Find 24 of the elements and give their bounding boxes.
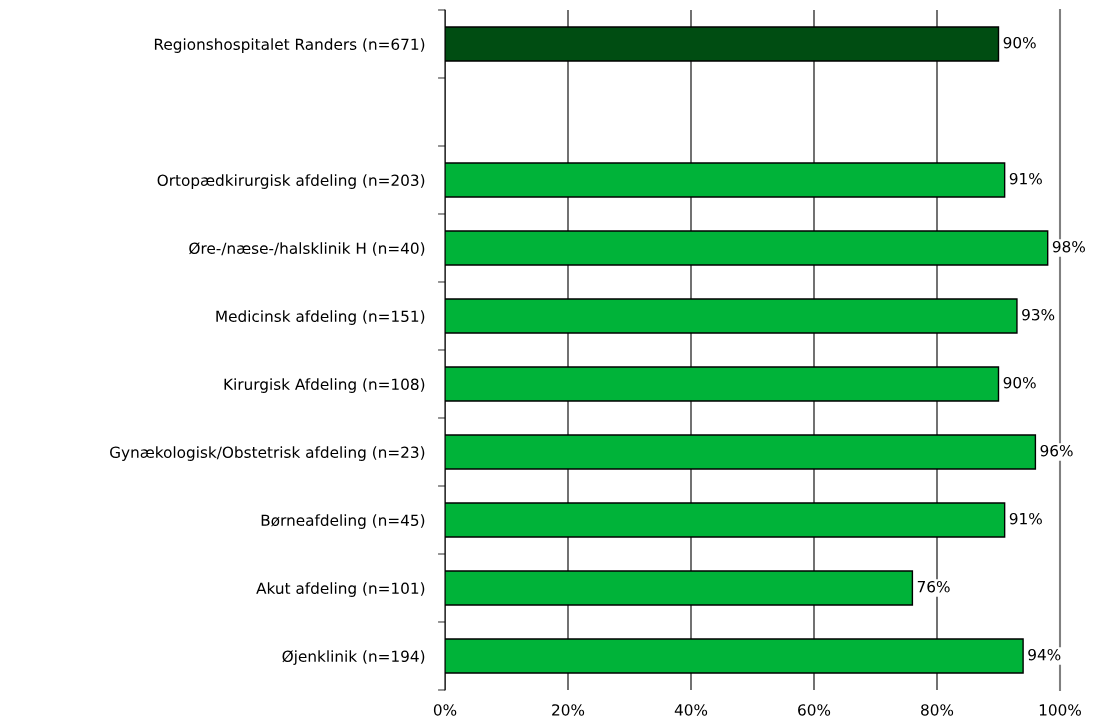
x-tick-label: 20% [552,704,585,716]
y-tick-label: Ortopædkirurgisk afdeling (n=203) [157,174,425,189]
data-label: 91% [1009,512,1042,525]
data-label: 90% [1003,36,1036,49]
x-tick-label: 0% [433,704,457,716]
x-tick-label: 100% [1039,704,1081,716]
y-tick-label: Akut afdeling (n=101) [256,582,425,597]
y-tick-label: Medicinsk afdeling (n=151) [216,310,425,325]
data-label: 98% [1052,240,1085,253]
data-label: 76% [917,580,950,593]
y-tick-label: Øjenklinik (n=194) [282,650,425,665]
y-tick-label: Børneafdeling (n=45) [261,514,425,529]
x-tick-label: 40% [674,704,708,716]
y-tick-label: Gynækologisk/Obstetrisk afdeling (n=23) [110,446,425,461]
y-tick-label: Øre-/næse-/halsklinik H (n=40) [189,242,425,256]
data-label: 90% [1003,376,1036,389]
y-tick-label: Regionshospitalet Randers (n=671) [154,38,425,53]
data-label: 93% [1022,308,1055,321]
data-label: 91% [1009,172,1042,185]
x-tick-label: 80% [921,704,954,716]
data-label: 96% [1040,444,1073,457]
data-label: 94% [1028,648,1061,661]
x-tick-label: 60% [798,704,831,716]
y-tick-label: Kirurgisk Afdeling (n=108) [224,378,425,393]
